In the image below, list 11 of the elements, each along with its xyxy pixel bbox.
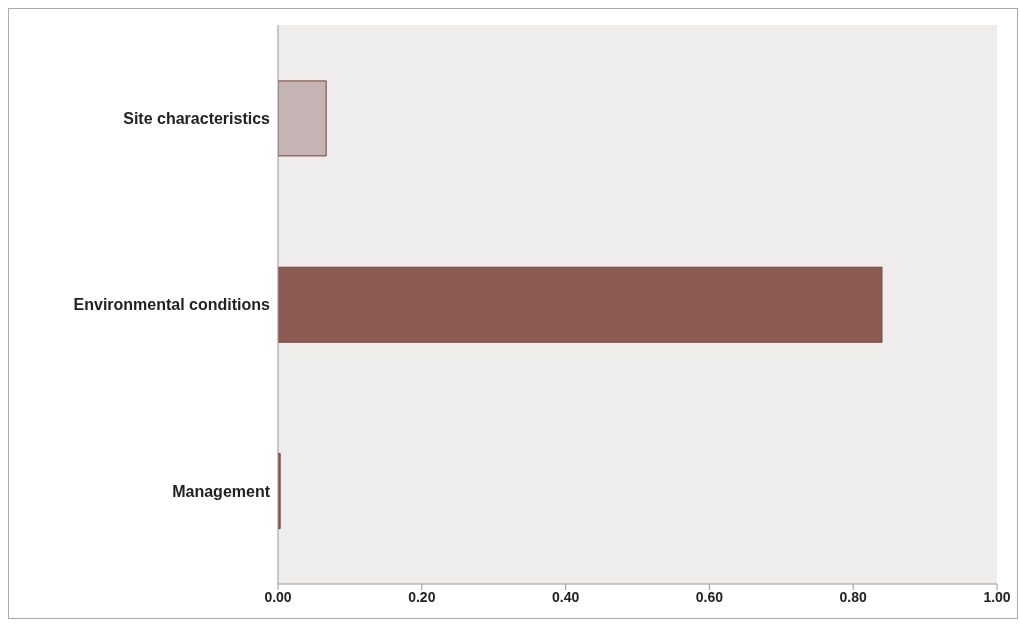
bar: [278, 80, 327, 157]
x-tick-label: 0.00: [264, 588, 292, 605]
x-tick-label: 0.40: [551, 588, 580, 605]
x-tick-label: 1.00: [983, 588, 1011, 605]
y-tick-label: Site characteristics: [123, 109, 271, 127]
y-tick-label: Management: [172, 482, 271, 500]
x-tick-label: 0.60: [695, 588, 724, 605]
x-tick-label: 0.80: [839, 588, 868, 605]
bar: [278, 266, 883, 343]
y-tick-label: Environmental conditions: [73, 296, 271, 314]
x-tick-label: 0.20: [408, 588, 436, 605]
